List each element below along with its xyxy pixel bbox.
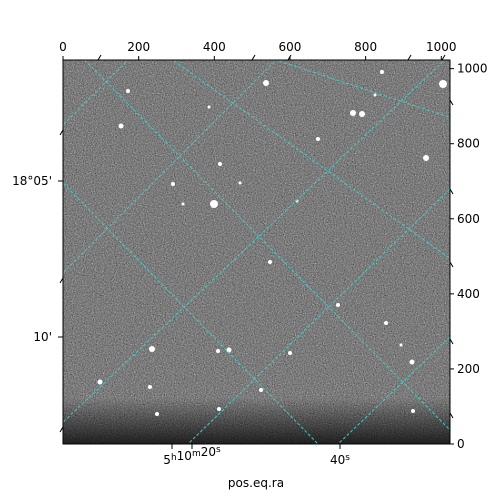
dec-tick-label-1: 10': [33, 330, 52, 344]
edge-tick-10: [287, 54, 292, 61]
star-22: [155, 412, 159, 416]
dec-tick-label-0: 18°05': [12, 174, 52, 188]
coordinate-grid: [63, 60, 450, 444]
top-tick-label-1: 200: [127, 40, 150, 54]
star-14: [97, 379, 103, 385]
star-15: [148, 385, 152, 389]
star-23: [217, 407, 221, 411]
top-pixel-axis: 0 200 400 600 800 1000: [59, 40, 457, 60]
star-18: [336, 303, 340, 307]
star-field: [97, 70, 447, 416]
right-tick-label-3: 600: [457, 212, 480, 226]
edge-tick-6: [449, 338, 454, 345]
grid-line-0: [63, 60, 129, 126]
star-27: [238, 181, 242, 185]
star-16: [409, 359, 415, 365]
edge-tick-12: [441, 54, 446, 61]
sky-image: [63, 60, 450, 444]
star-7: [171, 182, 175, 186]
right-tick-label-4: 800: [457, 137, 480, 151]
edge-tick-11: [407, 54, 412, 61]
left-dec-axis: 18°05' 10': [12, 54, 454, 433]
edge-tick-8: [97, 54, 102, 61]
star-30: [207, 105, 211, 109]
star-17: [259, 388, 263, 392]
star-19: [316, 137, 320, 141]
top-tick-label-4: 800: [354, 40, 377, 54]
plot-frame: [62, 59, 451, 445]
edge-tick-2: [59, 426, 64, 433]
edge-tick-9: [251, 54, 256, 61]
star-2: [118, 123, 124, 129]
top-tick-label-5: 1000: [426, 40, 457, 54]
grid-line-3: [187, 188, 450, 444]
edge-tick-0: [59, 129, 64, 136]
top-tick-label-3: 600: [279, 40, 302, 54]
top-tick-label-2: 400: [203, 40, 226, 54]
star-5: [218, 162, 222, 166]
star-25: [126, 89, 130, 93]
star-29: [373, 93, 377, 97]
star-20: [380, 70, 384, 74]
star-10: [149, 346, 155, 352]
bottom-ra-axis: 5h10m20s 40s: [163, 444, 350, 467]
star-31: [399, 343, 403, 347]
right-tick-label-2: 400: [457, 287, 480, 301]
edge-tick-3: [449, 99, 454, 106]
right-tick-label-1: 200: [457, 362, 480, 376]
star-1: [439, 80, 447, 88]
x-axis-label: pos.eq.ra: [228, 476, 284, 490]
edge-tick-1: [59, 277, 64, 284]
ra-tick-label-1: 40s: [330, 453, 350, 467]
star-6: [423, 155, 429, 161]
grid-line-7: [171, 60, 450, 260]
edge-tick-4: [449, 188, 454, 195]
ra-tick-label-0: 5h10m20s: [163, 445, 221, 467]
star-8: [210, 200, 218, 208]
right-pixel-axis: 0 200 400 600 800 1000: [450, 62, 488, 451]
grid-line-4: [337, 336, 450, 444]
grid-line-5: [63, 182, 319, 444]
top-tick-label-0: 0: [59, 40, 67, 54]
star-21: [411, 409, 415, 413]
grid-line-2: [63, 60, 446, 423]
grid-line-6: [83, 60, 450, 431]
edge-tick-5: [449, 261, 454, 268]
star-0: [263, 80, 269, 86]
right-tick-label-5: 1000: [457, 62, 488, 76]
star-13: [288, 351, 292, 355]
star-11: [226, 347, 232, 353]
grid-line-8: [274, 60, 450, 118]
star-3: [350, 110, 356, 116]
grid-line-1: [63, 60, 277, 274]
edge-tick-7: [449, 412, 454, 419]
star-12: [216, 349, 220, 353]
star-24: [384, 321, 388, 325]
star-26: [181, 202, 185, 206]
right-tick-label-0: 0: [457, 437, 465, 451]
star-4: [359, 111, 365, 117]
star-9: [268, 260, 272, 264]
